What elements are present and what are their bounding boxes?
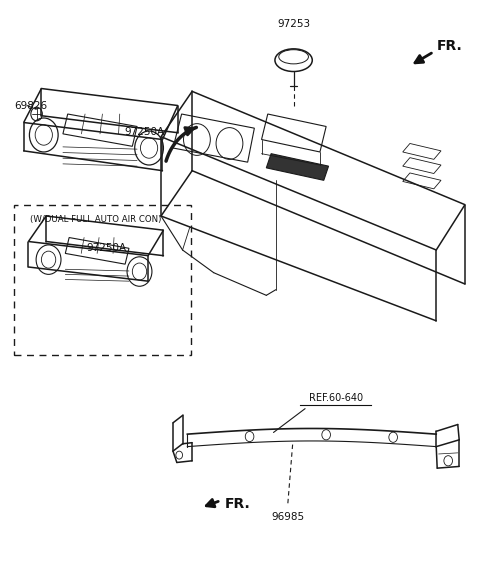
Text: FR.: FR. <box>437 39 463 53</box>
Text: FR.: FR. <box>225 497 251 511</box>
Text: 69826: 69826 <box>14 101 47 111</box>
Text: (W/DUAL FULL AUTO AIR CON): (W/DUAL FULL AUTO AIR CON) <box>30 215 162 224</box>
Text: 96985: 96985 <box>271 512 304 522</box>
Text: 97250A: 97250A <box>124 127 164 137</box>
Text: REF.60-640: REF.60-640 <box>309 393 363 403</box>
Polygon shape <box>266 154 328 180</box>
Text: 97253: 97253 <box>277 19 310 29</box>
Text: 97250A: 97250A <box>86 243 126 253</box>
